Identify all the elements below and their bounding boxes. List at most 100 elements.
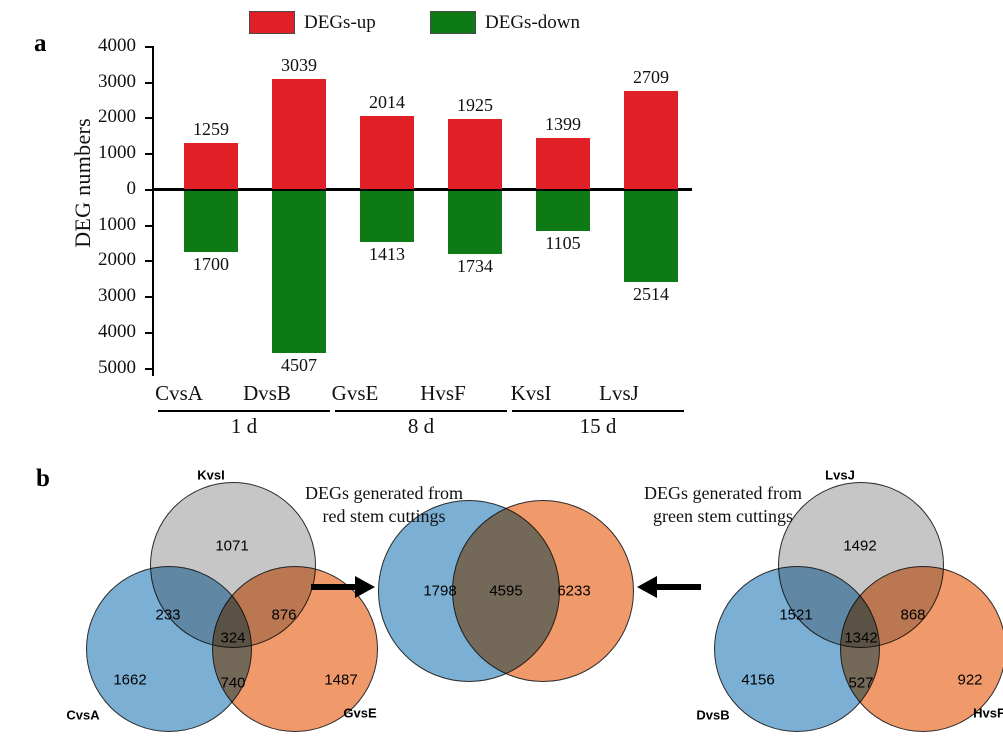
- bar-value-down-kvsi: 1105: [545, 233, 581, 253]
- venn-middle-value-right: 6233: [557, 582, 591, 600]
- y-tick-label-minus2000: 2000: [98, 249, 136, 270]
- bar-value-down-hvsf: 1734: [457, 256, 493, 276]
- x-label-kvsi: KvsI: [510, 381, 552, 405]
- venn-right: LvsJ DvsB HvsF 1492 4156 922 1521 868 13…: [696, 467, 1003, 732]
- bar-value-up-gvse: 2014: [369, 92, 405, 112]
- legend-label-up: DEGs-up: [304, 12, 376, 33]
- bar-value-down-lvsj: 2514: [633, 284, 669, 304]
- y-tick-3000: 3000: [98, 71, 152, 92]
- venn-right-value-lvsj-dvsb: 1521: [779, 606, 813, 624]
- group-rule-15d: [512, 410, 684, 412]
- y-tick-0: 0: [127, 178, 152, 199]
- bar-down-dvsb: [272, 191, 326, 353]
- y-tick-m1000: 1000: [98, 214, 152, 235]
- group-label-1d: 1 d: [230, 414, 258, 438]
- group-rule-1d: [158, 410, 330, 412]
- venn-left-value-kvsi-cvsa: 233: [155, 606, 181, 624]
- y-tick-label-1000: 1000: [98, 142, 136, 163]
- y-tick-m3000: 3000: [98, 285, 152, 306]
- bar-down-lvsj: [624, 191, 678, 282]
- venn-left: KvsI CvsA GvsE 1071 1662 1487 233 876 32…: [66, 467, 378, 732]
- x-label-cvsa: CvsA: [155, 381, 203, 405]
- bar-up-dvsb: [272, 79, 326, 189]
- panel-b-label: b: [36, 465, 50, 492]
- bar-down-gvse: [360, 191, 414, 242]
- y-tick-1000: 1000: [98, 142, 152, 163]
- venn-left-value-cvsa-gvse: 740: [220, 674, 246, 692]
- bar-up-lvsj: [624, 91, 678, 189]
- group-label-8d: 8 d: [407, 414, 435, 438]
- venn-left-value-kvsi-only: 1071: [215, 537, 249, 555]
- venn-left-value-cvsa-only: 1662: [113, 671, 147, 689]
- plot-area: 4000 3000 2000 1000 0 1000 2000 3000 400…: [98, 35, 692, 378]
- venn-middle-value-left: 1798: [423, 582, 457, 600]
- bar-down-cvsa: [184, 191, 238, 252]
- y-tick-label-0: 0: [126, 178, 137, 199]
- arrow-right-icon: [311, 576, 375, 598]
- bar-down-hvsf: [448, 191, 502, 254]
- y-tick-label-2000: 2000: [98, 106, 136, 127]
- venn-right-value-dvsb-hvsf: 527: [848, 674, 874, 692]
- venn-right-label-hvsf: HvsF: [973, 705, 1003, 721]
- x-label-dvsb: DvsB: [243, 381, 291, 405]
- y-tick-label-minus3000: 3000: [98, 285, 136, 306]
- y-tick-4000: 4000: [98, 35, 152, 56]
- venn-middle-circle-green: [452, 500, 634, 682]
- venn-left-value-kvsi-gvse: 876: [271, 606, 297, 624]
- venn-left-label-gvse: GvsE: [343, 705, 377, 721]
- y-tick-label-minus1000: 1000: [98, 214, 136, 235]
- venn-left-label-kvsi: KvsI: [197, 467, 225, 483]
- y-tick-label-3000: 3000: [98, 71, 136, 92]
- y-tick-m5000: 5000: [98, 357, 152, 378]
- bar-up-hvsf: [448, 119, 502, 189]
- bar-up-cvsa: [184, 143, 238, 189]
- bar-value-up-hvsf: 1925: [457, 95, 493, 115]
- y-tick-label-minus4000: 4000: [98, 321, 136, 342]
- y-axis-title: DEG numbers: [70, 118, 95, 248]
- legend-label-down: DEGs-down: [485, 12, 580, 33]
- bar-value-up-kvsi: 1399: [545, 114, 581, 134]
- venn-right-label-dvsb: DvsB: [696, 707, 730, 723]
- group-label-15d: 15 d: [579, 414, 617, 438]
- venn-caption-green: DEGs generated from green stem cuttings: [644, 483, 802, 526]
- x-label-lvsj: LvsJ: [599, 381, 639, 405]
- bar-up-gvse: [360, 116, 414, 189]
- venn-right-value-lvsj-only: 1492: [843, 537, 877, 555]
- y-tick-m4000: 4000: [98, 321, 152, 342]
- venn-left-circle-gvse: [212, 566, 378, 732]
- legend-item-degs-down: DEGs-down: [430, 11, 580, 34]
- group-rule-8d: [335, 410, 507, 412]
- bar-value-up-cvsa: 1259: [193, 119, 229, 139]
- bar-up-kvsi: [536, 138, 590, 189]
- venn-middle: 1798 4595 6233: [378, 500, 634, 682]
- venn-right-label-lvsj: LvsJ: [825, 467, 855, 483]
- legend-swatch-down: [430, 11, 476, 34]
- venn-right-circle-hvsf: [840, 566, 1003, 732]
- y-tick-label-4000: 4000: [98, 35, 136, 56]
- y-tick-m2000: 2000: [98, 249, 152, 270]
- bar-down-kvsi: [536, 191, 590, 231]
- venn-right-value-hvsf-only: 922: [957, 671, 983, 689]
- bar-value-up-dvsb: 3039: [281, 55, 317, 75]
- panel-b-venn-diagrams: b KvsI CvsA GvsE 1071 1662 1487 233 876 …: [0, 452, 1003, 751]
- y-axis-line: [152, 46, 154, 376]
- venn-left-label-cvsa: CvsA: [66, 707, 100, 723]
- x-label-gvse: GvsE: [331, 381, 379, 405]
- venn-left-value-center: 324: [220, 629, 246, 647]
- venn-caption-red: DEGs generated from red stem cuttings: [305, 483, 463, 526]
- bar-value-down-cvsa: 1700: [193, 254, 229, 274]
- panel-a-label: a: [34, 30, 47, 57]
- panel-a-bar-chart: a DEGs-up DEGs-down DEG numbers 4000 300…: [34, 11, 692, 438]
- legend-swatch-up: [249, 11, 295, 34]
- arrow-left-icon: [637, 576, 701, 598]
- x-label-hvsf: HvsF: [420, 381, 466, 405]
- bar-value-down-dvsb: 4507: [281, 355, 317, 375]
- bar-value-down-gvse: 1413: [369, 244, 405, 264]
- venn-right-value-lvsj-hvsf: 868: [900, 606, 926, 624]
- venn-right-value-dvsb-only: 4156: [741, 671, 775, 689]
- legend-item-degs-up: DEGs-up: [249, 11, 376, 34]
- bar-value-up-lvsj: 2709: [633, 67, 669, 87]
- venn-right-value-center: 1342: [844, 629, 878, 647]
- y-tick-2000: 2000: [98, 106, 152, 127]
- venn-left-value-gvse-only: 1487: [324, 671, 358, 689]
